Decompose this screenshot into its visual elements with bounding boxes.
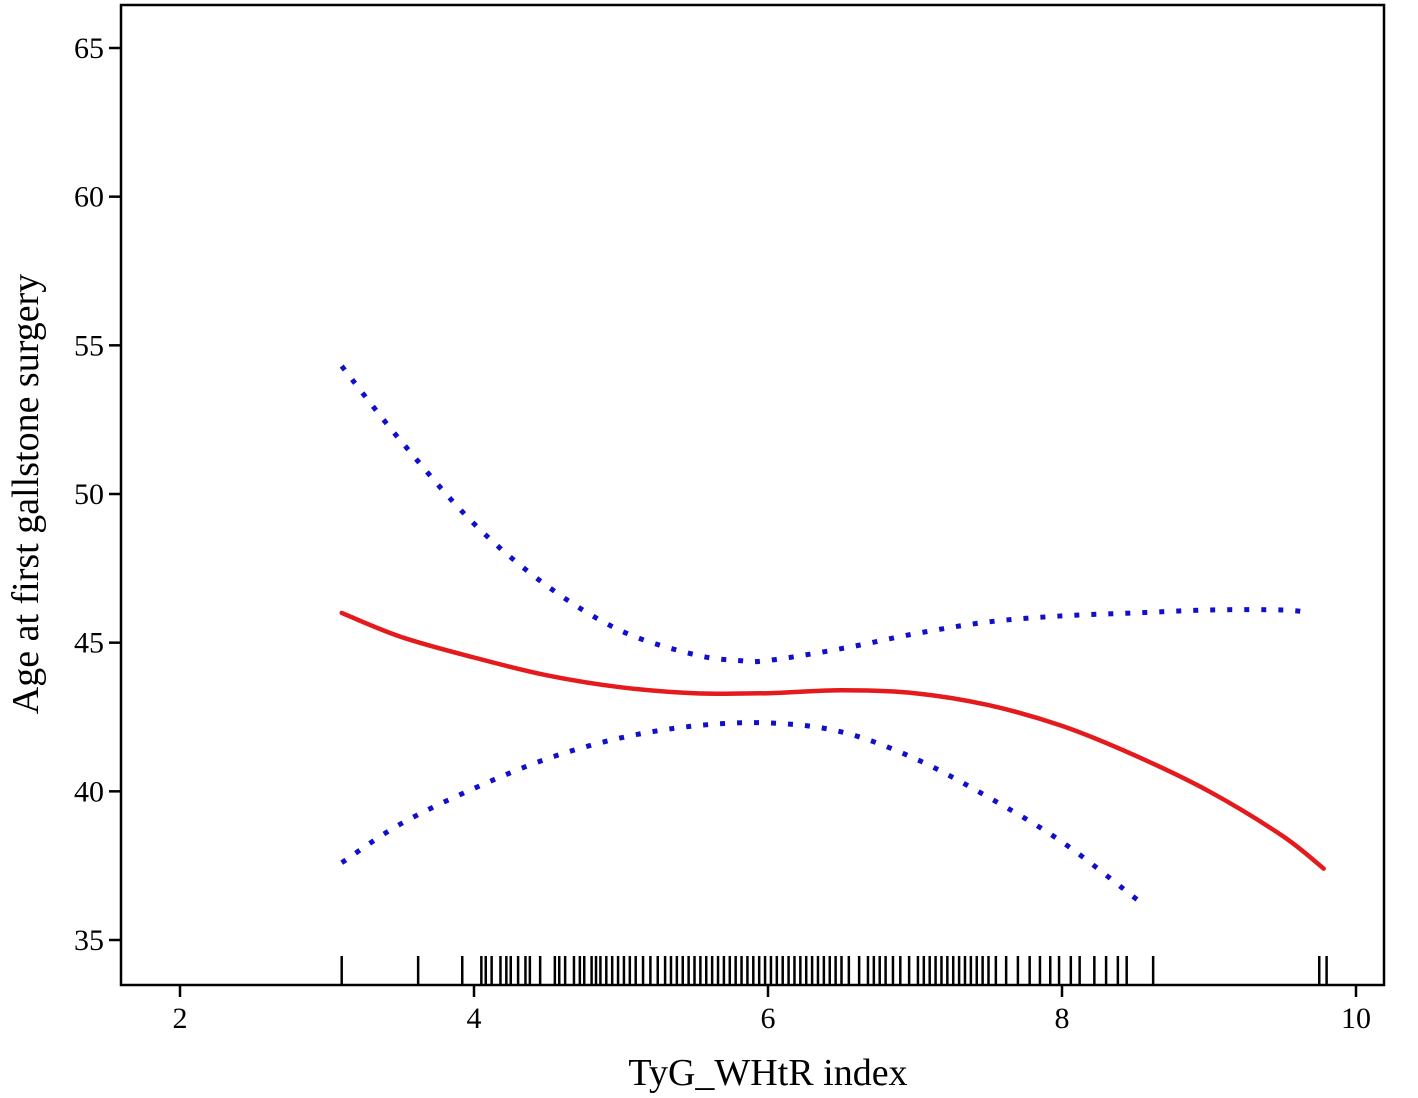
x-tick-label: 8 [1055,1002,1070,1035]
y-axis-title: Age at first gallstone surgery [5,274,47,714]
x-tick-label: 4 [467,1002,482,1035]
x-tick-label: 2 [173,1002,188,1035]
y-tick-label: 65 [74,32,104,65]
y-tick-label: 50 [74,478,104,511]
y-tick-label: 45 [74,627,104,660]
x-tick-label: 6 [761,1002,776,1035]
y-tick-label: 35 [74,924,104,957]
y-tick-label: 55 [74,329,104,362]
plot-frame [119,3,1386,987]
fit-line [339,610,1326,871]
x-axis-title: TyG_WHtR index [628,1052,907,1094]
x-tick-label: 10 [1341,1002,1371,1035]
y-tick-label: 60 [74,181,104,214]
ci-lower-line [340,720,1147,908]
ci-upper-line [339,364,1313,665]
y-tick-label: 40 [74,775,104,808]
plot-area: 35 40 45 50 55 60 65 2 4 6 8 10 [74,3,1386,1035]
